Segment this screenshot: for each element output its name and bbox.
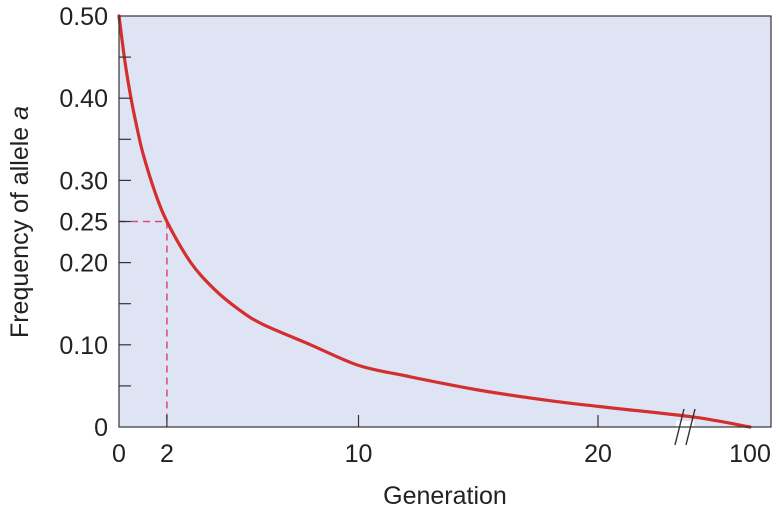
y-tick-label: 0.30 <box>59 167 108 195</box>
x-tick-label: 100 <box>729 440 771 468</box>
series-layer <box>117 14 752 429</box>
y-axis-title-main: Frequency of allele <box>6 120 34 338</box>
x-tick-label: 2 <box>160 440 174 468</box>
y-axis-title-italic: a <box>6 106 34 120</box>
y-axis-title: Frequency of allele a <box>6 106 34 338</box>
x-tick-label: 0 <box>112 440 126 468</box>
reference-lines <box>119 220 168 427</box>
y-tick-label: 0.25 <box>59 209 108 237</box>
y-tick-label: 0.20 <box>59 250 108 278</box>
x-tick-label: 10 <box>345 440 373 468</box>
y-axis: 0 0.10 0.20 0.25 0.30 0.40 0.50 <box>59 3 131 442</box>
x-axis: 0 2 10 20 100 <box>112 415 771 468</box>
plot-area <box>119 16 771 427</box>
y-tick-label: 0.50 <box>59 3 108 31</box>
series-line-0 <box>117 14 752 429</box>
y-tick-label: 0.40 <box>59 85 108 113</box>
y-tick-label: 0.10 <box>59 332 108 360</box>
y-tick-label: 0 <box>94 414 108 442</box>
x-axis-title: Generation <box>383 482 507 509</box>
x-tick-label: 20 <box>584 440 612 468</box>
